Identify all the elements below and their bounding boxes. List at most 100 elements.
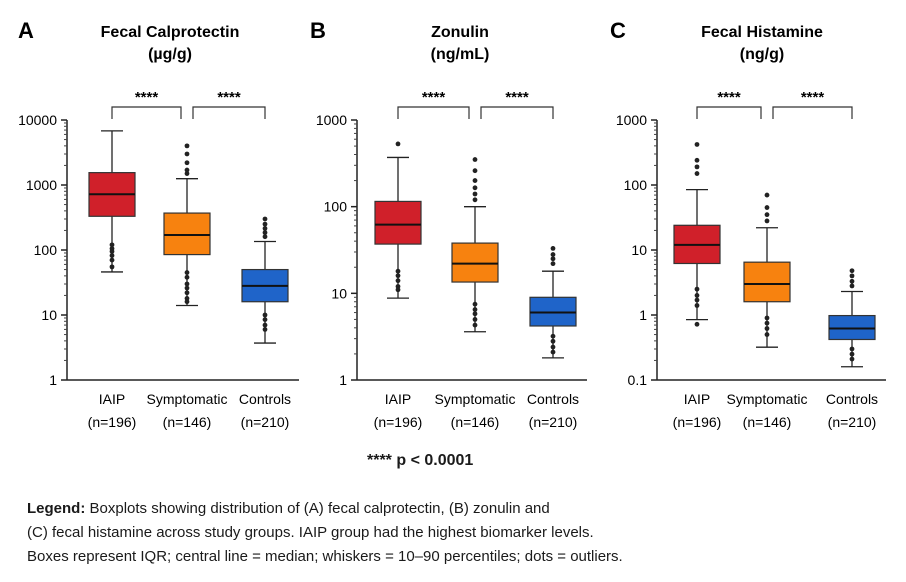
category-n-label: (n=210)	[241, 414, 290, 430]
outlier-point	[550, 245, 556, 251]
y-tick-label: 100	[34, 242, 58, 258]
outlier-point	[764, 192, 770, 198]
outlier-point	[550, 349, 556, 355]
outlier-point	[184, 296, 190, 301]
outlier-point	[694, 164, 700, 170]
outlier-point	[395, 273, 401, 279]
outlier-point	[184, 160, 190, 166]
outlier-point	[184, 270, 190, 275]
significance-stars: ****	[217, 89, 241, 106]
category-n-label: (n=196)	[374, 414, 423, 430]
outlier-point	[184, 167, 190, 173]
outlier-point	[262, 327, 268, 332]
y-tick-label: 1000	[616, 112, 647, 128]
outlier-point	[472, 322, 478, 328]
iqr-box	[163, 212, 211, 256]
outlier-point	[764, 320, 770, 326]
outlier-point	[472, 157, 478, 162]
category-label: Symptomatic	[727, 391, 808, 407]
panel-letter: C	[610, 18, 626, 43]
outlier-point	[472, 301, 478, 307]
outlier-point	[262, 234, 268, 240]
legend-line-1-text: Boxplots showing distribution of (A) fec…	[85, 500, 550, 517]
outlier-point	[694, 293, 700, 298]
panel-letter: A	[18, 18, 34, 43]
significance-bracket	[192, 106, 266, 119]
y-tick-label: 1	[339, 372, 347, 388]
outlier-point	[262, 216, 268, 222]
category-label: Symptomatic	[435, 391, 516, 407]
legend-label: Legend:	[27, 500, 86, 517]
y-tick-label: 10	[631, 242, 647, 258]
category-n-label: (n=146)	[743, 414, 792, 430]
y-tick-label: 1000	[316, 112, 347, 128]
outlier-point	[849, 346, 855, 352]
significance-bracket	[696, 106, 762, 119]
outlier-point	[395, 287, 401, 293]
category-label: Symptomatic	[147, 391, 228, 407]
outlier-point	[849, 273, 855, 279]
outlier-point	[184, 151, 190, 157]
outlier-point	[764, 332, 770, 337]
outlier-point	[550, 256, 556, 262]
outlier-point	[849, 278, 855, 284]
outlier-point	[764, 212, 770, 218]
category-n-label: (n=146)	[451, 414, 500, 430]
category-label: Controls	[527, 391, 579, 407]
figure-legend: Legend: Boxplots showing distribution of…	[27, 497, 887, 569]
category-label: IAIP	[385, 391, 411, 407]
outlier-point	[262, 221, 268, 227]
category-label: Controls	[239, 391, 291, 407]
y-tick-label: 10000	[18, 112, 57, 128]
legend-line-3: Boxes represent IQR; central line = medi…	[27, 548, 623, 565]
outlier-point	[550, 252, 556, 257]
legend-line-2: (C) fecal histamine across study groups.…	[27, 524, 594, 541]
outlier-point	[109, 257, 115, 263]
outlier-point	[694, 297, 700, 303]
outlier-point	[694, 286, 700, 292]
outlier-point	[764, 326, 770, 331]
outlier-point	[184, 285, 190, 291]
category-n-label: (n=146)	[163, 414, 212, 430]
outlier-point	[694, 321, 700, 327]
significance-bracket	[772, 106, 853, 119]
outlier-point	[262, 322, 268, 328]
y-tick-label: 1	[49, 372, 57, 388]
outlier-point	[694, 303, 700, 308]
outlier-point	[395, 278, 401, 284]
outlier-point	[550, 261, 556, 267]
outlier-point	[472, 168, 478, 174]
outlier-point	[184, 143, 190, 149]
y-tick-label: 100	[324, 199, 348, 215]
outlier-point	[550, 338, 556, 344]
outlier-point	[184, 290, 190, 296]
outlier-point	[694, 171, 700, 176]
category-label: IAIP	[684, 391, 710, 407]
outlier-point	[472, 178, 478, 183]
outlier-point	[849, 283, 855, 289]
panel-letter: B	[310, 18, 326, 43]
figure-canvas: A Fecal Calprotectin(µg/g)110100100010000…	[18, 18, 886, 430]
outlier-point	[472, 317, 478, 322]
significance-bracket	[111, 106, 182, 119]
category-n-label: (n=196)	[88, 414, 137, 430]
outlier-point	[184, 281, 190, 287]
outlier-point	[262, 225, 268, 231]
outlier-point	[472, 311, 478, 317]
significance-bracket	[397, 106, 470, 119]
panel-subtitle: (ng/mL)	[431, 46, 490, 63]
outlier-point	[109, 249, 115, 254]
panel-subtitle: (ng/g)	[740, 46, 784, 63]
panel-title: Fecal Histamine	[701, 24, 823, 41]
outlier-point	[262, 312, 268, 318]
outlier-point	[472, 185, 478, 191]
outlier-point	[262, 230, 268, 236]
panel-subtitle: (µg/g)	[148, 46, 192, 63]
category-n-label: (n=210)	[828, 414, 877, 430]
iqr-box	[374, 200, 422, 245]
significance-stars: ****	[717, 89, 741, 106]
outlier-point	[849, 356, 855, 362]
iqr-box	[743, 261, 791, 303]
y-tick-label: 1000	[26, 177, 57, 193]
legend-line-1: Legend: Boxplots showing distribution of…	[27, 497, 887, 521]
